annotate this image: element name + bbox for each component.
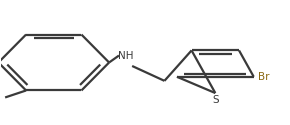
Text: NH: NH (118, 51, 133, 61)
Text: Br: Br (258, 72, 270, 82)
Text: S: S (212, 95, 219, 105)
